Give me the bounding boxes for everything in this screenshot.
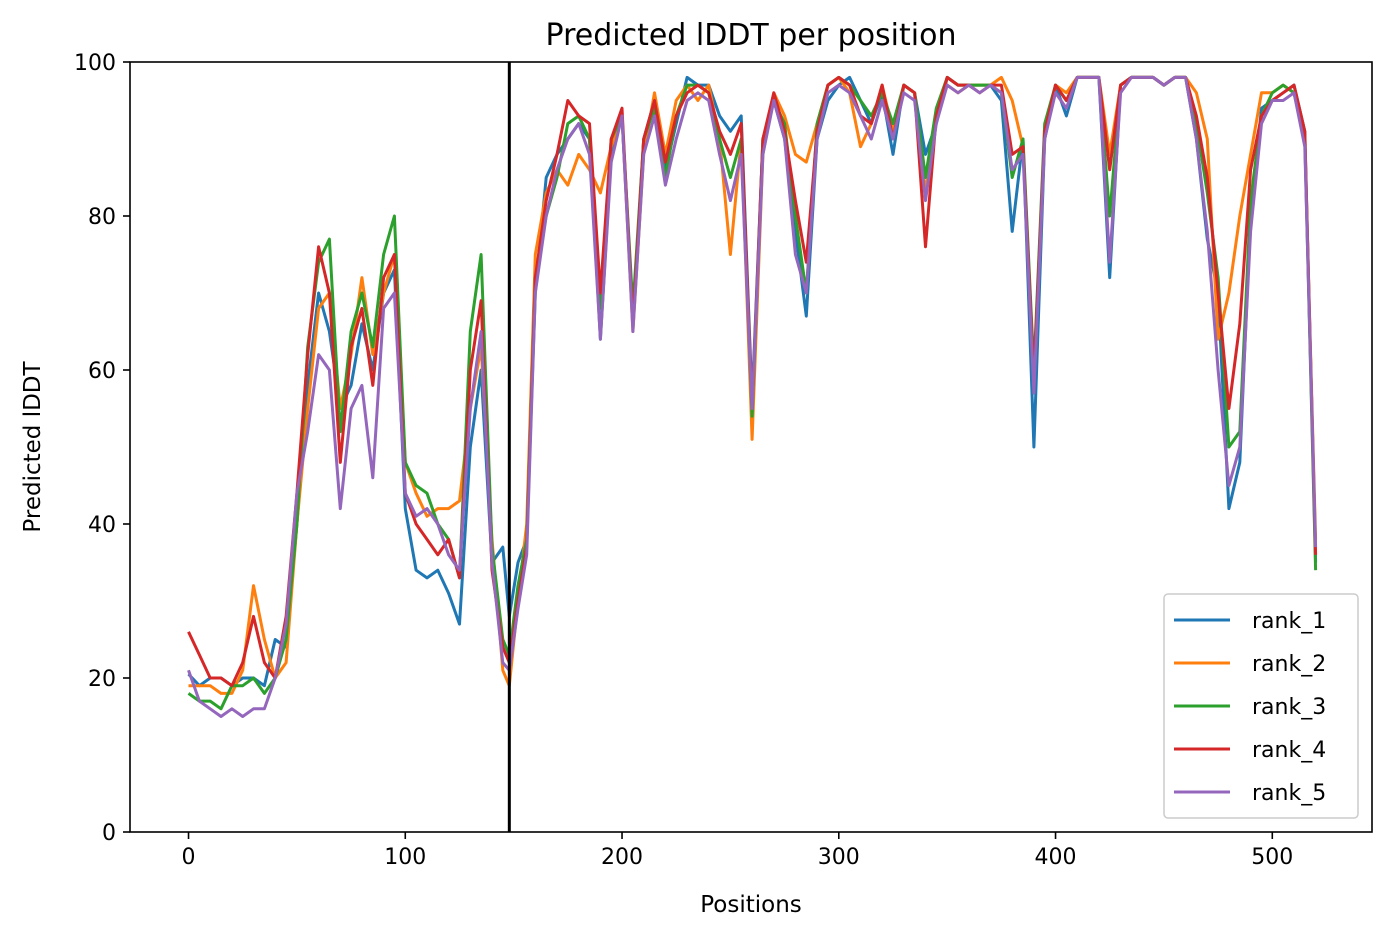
legend: rank_1 rank_2 rank_3 rank_4 rank_5	[1163, 593, 1359, 819]
y-tick-label: 80	[88, 205, 116, 230]
axes-frame	[129, 61, 1373, 833]
x-tick-label: 500	[1251, 845, 1293, 870]
y-axis-ticks: 0 20 40 60 80 100	[74, 51, 130, 846]
legend-label-rank_2: rank_2	[1252, 652, 1326, 677]
x-tick-label: 100	[384, 845, 426, 870]
y-tick-label: 40	[88, 513, 116, 538]
y-tick-label: 100	[74, 51, 116, 76]
y-tick-label: 60	[88, 359, 116, 384]
x-tick-label: 0	[182, 845, 196, 870]
y-axis-label: Predicted lDDT	[20, 360, 46, 532]
series-line-rank_5	[187, 75, 1318, 718]
x-tick-label: 300	[818, 845, 860, 870]
x-axis-label: Positions	[700, 892, 802, 918]
y-tick-label: 0	[102, 821, 116, 846]
x-tick-label: 400	[1035, 845, 1077, 870]
legend-box	[1163, 593, 1359, 819]
y-tick-label: 20	[88, 667, 116, 692]
x-tick-label: 200	[601, 845, 643, 870]
x-axis-ticks: 0 100 200 300 400 500	[182, 832, 1293, 870]
plot-area	[129, 61, 1373, 833]
legend-label-rank_1: rank_1	[1252, 609, 1326, 634]
legend-label-rank_4: rank_4	[1252, 738, 1326, 763]
legend-label-rank_5: rank_5	[1252, 781, 1326, 806]
chart-title: Predicted lDDT per position	[546, 18, 957, 53]
legend-label-rank_3: rank_3	[1252, 695, 1326, 720]
